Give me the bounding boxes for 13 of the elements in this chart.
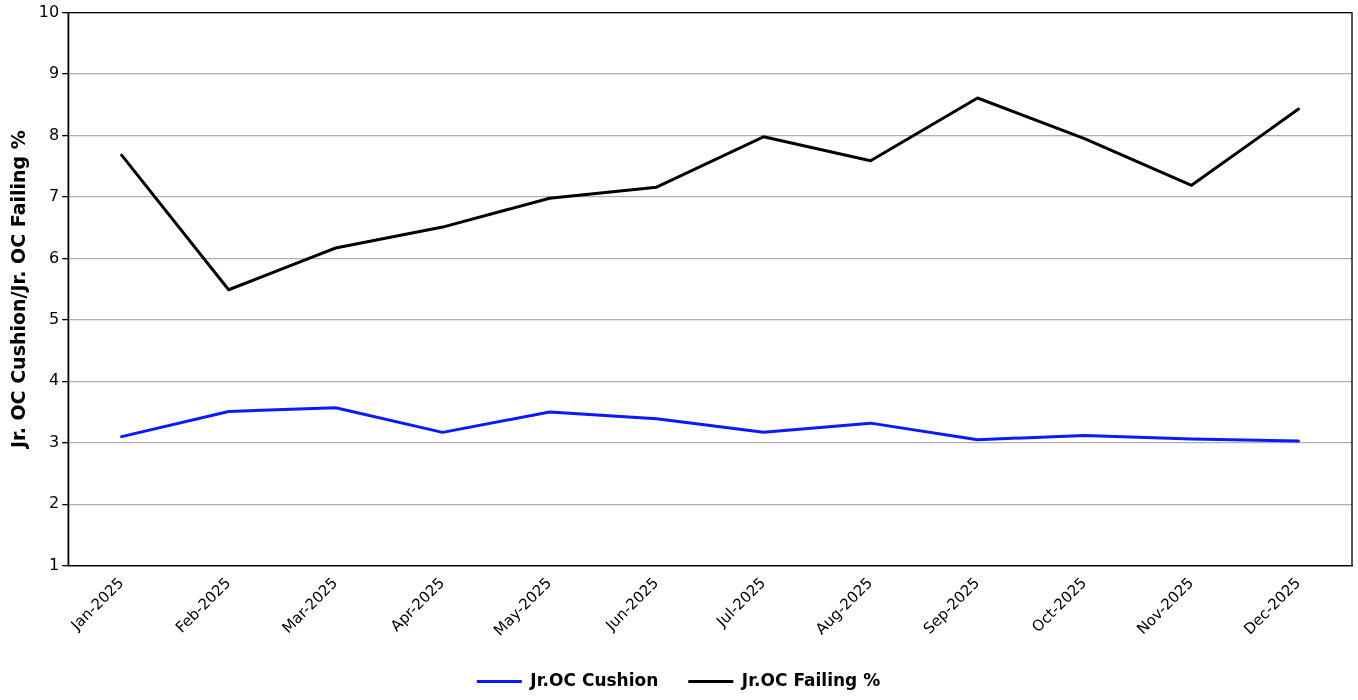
y-tick-label: 4 [48, 370, 60, 390]
y-tick-label: 1 [48, 554, 60, 574]
y-tick-label: 2 [48, 493, 60, 513]
y-tick-label: 8 [48, 124, 60, 144]
y-axis-title: Jr. OC Cushion/Jr. OC Failing % [7, 130, 30, 451]
y-tick-label: 7 [48, 186, 60, 206]
legend-label: Jr.OC Failing % [740, 669, 881, 690]
y-tick-label: 3 [48, 431, 60, 451]
y-tick-label: 10 [38, 1, 60, 21]
legend-label: Jr.OC Cushion [529, 669, 659, 690]
y-tick-label: 9 [48, 63, 60, 83]
y-tick-label: 5 [48, 309, 60, 329]
y-tick-label: 6 [48, 247, 60, 267]
